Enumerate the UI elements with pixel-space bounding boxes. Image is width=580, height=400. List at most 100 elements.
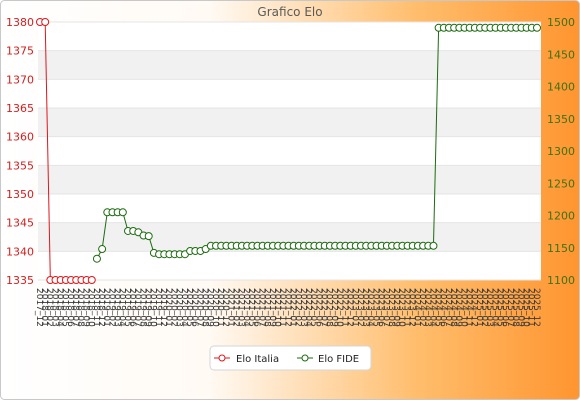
grid-band: [38, 108, 541, 137]
y-axis-left: 1380 1375 1370 1365 1360 1355 1350 1345 1340 1335: [6, 16, 34, 287]
x-tick-label: 2019_10: [148, 288, 158, 327]
grid-band: [38, 50, 541, 80]
x-tick-label: 2020_09: [205, 288, 215, 327]
x-tick-label: 2021_05: [246, 288, 256, 327]
x-tick-label: 2019_06: [127, 288, 137, 327]
x-tick-label: 2020_08: [199, 288, 209, 327]
legend-item-elo-italia: Elo Italia: [214, 354, 279, 365]
x-tick-label: 2020_10: [210, 288, 220, 327]
legend-box: [209, 345, 372, 371]
elo-fide-point: [144, 232, 153, 241]
x-tick-label: 2021_03: [236, 288, 246, 327]
y-tick-label-left: 1340: [6, 245, 34, 258]
y-tick-label-left: 1370: [6, 73, 34, 86]
x-tick-label: 2025_02: [479, 288, 489, 327]
x-tick-label: 2018_01: [39, 288, 49, 327]
x-tick-label: 2018_06: [65, 288, 75, 327]
y-tick-label-left: 1350: [6, 188, 34, 201]
x-tick-label: 2024_04: [427, 288, 437, 327]
x-tick-label: 2025_04: [489, 288, 499, 327]
x-tick-label: 2020_05: [184, 288, 194, 327]
x-tick-label: 2020_12: [220, 288, 230, 327]
x-tick-label: 2024_06: [438, 288, 448, 327]
x-tick-label: 2023_07: [381, 288, 391, 327]
x-tick-label: 2021_08: [262, 288, 272, 327]
chart-title: Grafico Elo: [257, 5, 322, 19]
legend-swatch-marker: [301, 354, 309, 362]
x-axis: 2017_122018_012018_022018_032018_042018_…: [34, 288, 541, 327]
x-tick-label: 2023_06: [375, 288, 385, 327]
y-tick-label-left: 1375: [6, 45, 34, 58]
x-tick-label: 2019_03: [111, 288, 121, 327]
y-tick-label-left: 1335: [6, 274, 34, 287]
x-tick-label: 2021_04: [241, 288, 251, 327]
legend: Elo Italia Elo FIDE: [209, 345, 372, 371]
x-tick-label: 2023_10: [396, 288, 406, 327]
x-tick-label: 2018_08: [75, 288, 85, 327]
x-tick-label: 2020_07: [194, 288, 204, 327]
x-tick-label: 2024_09: [453, 288, 463, 327]
elo-fide-point: [533, 23, 541, 32]
x-tick-label: 2019_12: [158, 288, 168, 327]
x-tick-label: 2025_07: [505, 288, 515, 327]
x-tick-label: 2022_11: [339, 288, 349, 327]
x-tick-label: 2018_10: [86, 288, 96, 327]
y-tick-label-left: 1360: [6, 131, 34, 144]
x-tick-label: 2021_10: [272, 288, 282, 327]
x-tick-label: 2019_08: [137, 288, 147, 327]
y-tick-label-right: 1500: [547, 16, 575, 29]
x-tick-label: 2022_06: [313, 288, 323, 327]
x-tick-label: 2022_07: [319, 288, 329, 327]
x-tick-label: 2021_07: [256, 288, 266, 327]
x-tick-label: 2020_02: [168, 288, 178, 327]
x-tick-label: 2020_01: [163, 288, 173, 327]
x-tick-label: 2023_11: [401, 288, 411, 327]
x-tick-label: 2022_02: [293, 288, 303, 327]
x-tick-label: 2019_01: [101, 288, 111, 327]
y-tick-label-right: 1200: [547, 210, 575, 223]
x-tick-label: 2025_06: [500, 288, 510, 327]
legend-swatch-marker: [218, 354, 226, 362]
x-tick-label: 2021_09: [267, 288, 277, 327]
x-tick-label: 2022_05: [308, 288, 318, 327]
series-layer: [36, 18, 541, 284]
x-tick-label: 2023_01: [350, 288, 360, 327]
y-axis-right: 1500 1450 1400 1350 1300 1250 1200 1150 1100: [547, 16, 575, 287]
y-tick-label-left: 1365: [6, 102, 34, 115]
x-tick-label: 2020_11: [215, 288, 225, 327]
x-tick-label: 2019_07: [132, 288, 142, 327]
x-tick-label: 2023_08: [386, 288, 396, 327]
x-tick-label: 2022_08: [324, 288, 334, 327]
elo-fide-point: [98, 245, 107, 254]
x-tick-label: 2025_09: [515, 288, 525, 327]
x-tick-label: 2018_05: [60, 288, 70, 327]
legend-label: Elo FIDE: [318, 354, 359, 365]
x-tick-label: 2021_01: [225, 288, 235, 327]
x-tick-label: 2018_07: [70, 288, 80, 327]
x-tick-label: 2019_04: [117, 288, 127, 327]
x-tick-label: 2022_10: [334, 288, 344, 327]
legend-label: Elo Italia: [236, 354, 279, 365]
y-tick-label-right: 1150: [547, 242, 575, 255]
x-tick-label: 2021_12: [282, 288, 292, 327]
x-tick-label: 2022_01: [287, 288, 297, 327]
y-tick-label-right: 1350: [547, 113, 575, 126]
x-tick-label: 2022_09: [329, 288, 339, 327]
x-tick-label: 2023_03: [360, 288, 370, 327]
y-tick-label-left: 1345: [6, 217, 34, 230]
x-tick-label: 2021_02: [231, 288, 241, 327]
x-tick-label: 2022_12: [344, 288, 354, 327]
x-tick-label: 2018_11: [91, 288, 101, 327]
y-tick-label-right: 1450: [547, 48, 575, 61]
x-tick-label: 2019_11: [153, 288, 163, 327]
x-tick-label: 2022_03: [298, 288, 308, 327]
y-tick-label-left: 1380: [6, 16, 34, 29]
x-tick-label: 2018_12: [96, 288, 106, 327]
x-tick-label: 2024_01: [412, 288, 422, 327]
y-tick-label-left: 1355: [6, 159, 34, 172]
x-tick-label: 2018_03: [49, 288, 59, 327]
x-tick-label: 2017_12: [34, 288, 44, 327]
y-tick-label-right: 1300: [547, 145, 575, 158]
x-tick-label: 2019_05: [122, 288, 132, 327]
